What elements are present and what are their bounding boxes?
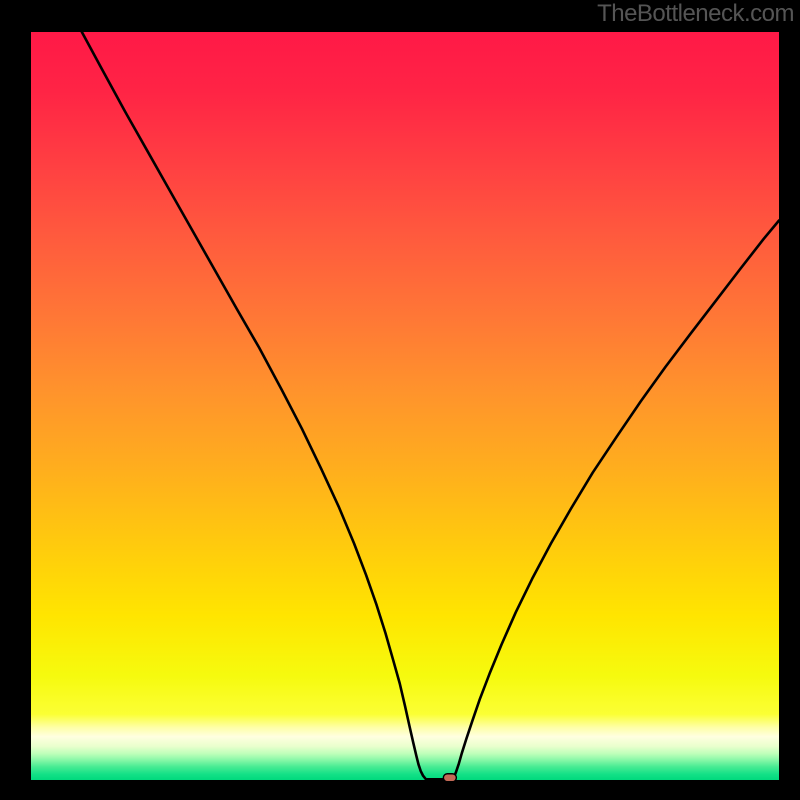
- optimal-point-marker: [443, 774, 456, 782]
- bottleneck-chart: TheBottleneck.com: [0, 0, 800, 800]
- plot-svg: [0, 0, 800, 800]
- watermark-text: TheBottleneck.com: [597, 0, 794, 28]
